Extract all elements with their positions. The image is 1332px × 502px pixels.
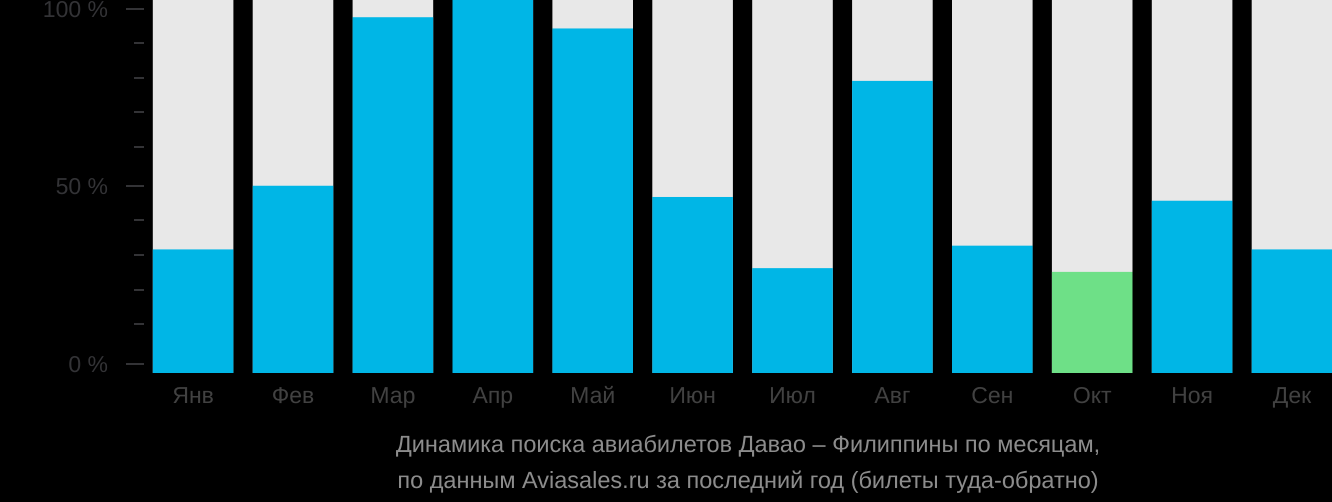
svg-text:Дек: Дек — [1273, 382, 1312, 408]
svg-text:Июл: Июл — [769, 382, 816, 408]
svg-text:Июн: Июн — [669, 382, 715, 408]
svg-text:по данным Aviasales.ru за посл: по данным Aviasales.ru за последний год … — [397, 467, 1098, 493]
svg-text:Авг: Авг — [874, 382, 910, 408]
svg-text:Май: Май — [570, 382, 615, 408]
svg-text:Янв: Янв — [172, 382, 214, 408]
svg-text:0 %: 0 % — [68, 351, 108, 377]
svg-text:Сен: Сен — [971, 382, 1013, 408]
svg-text:Ноя: Ноя — [1171, 382, 1213, 408]
svg-text:Апр: Апр — [473, 382, 514, 408]
svg-text:100 %: 100 % — [43, 0, 108, 22]
svg-text:Окт: Окт — [1073, 382, 1112, 408]
svg-text:Фев: Фев — [272, 382, 315, 408]
svg-text:Динамика поиска авиабилетов Да: Динамика поиска авиабилетов Давао – Фили… — [396, 431, 1100, 457]
svg-text:50 %: 50 % — [56, 173, 108, 199]
svg-text:Мар: Мар — [370, 382, 415, 408]
